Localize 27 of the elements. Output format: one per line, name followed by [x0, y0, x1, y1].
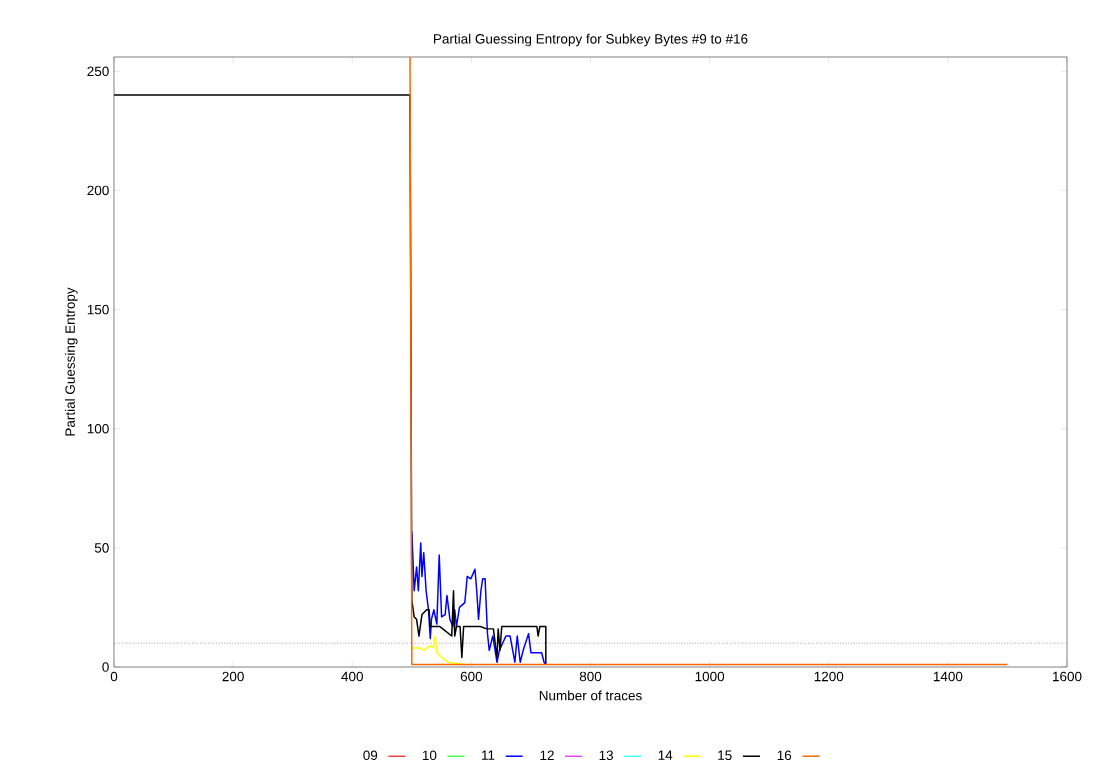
chart-title: Partial Guessing Entropy for Subkey Bytes #9 to #16 — [434, 33, 748, 47]
line-series — [411, 530, 547, 666]
legend-label: 11 — [482, 750, 495, 760]
y-tick-label: 100 — [87, 423, 109, 434]
legend-label: 16 — [777, 750, 792, 761]
x-tick-label: 1200 — [814, 671, 844, 682]
x-tick-label: 0 — [110, 671, 118, 682]
y-tick-label: 150 — [87, 304, 109, 315]
y-tick-label: 200 — [87, 185, 109, 196]
x-tick-label: 1600 — [1053, 671, 1082, 682]
y-tick-label: 0 — [102, 662, 109, 672]
y-tick-label: 250 — [87, 66, 109, 77]
y-axis-title: Partial Guessing Entropy — [65, 287, 78, 436]
legend-label: 09 — [363, 750, 378, 761]
legend-label: 15 — [718, 750, 732, 760]
y-tick-label: 50 — [94, 543, 109, 553]
legend-label: 10 — [422, 750, 437, 761]
x-tick-label: 1000 — [695, 671, 725, 682]
x-axis-title: Number of traces — [539, 690, 642, 701]
legend-label: 14 — [658, 750, 673, 760]
x-tick-label: 200 — [222, 671, 244, 682]
legend-label: 12 — [540, 750, 554, 760]
x-tick-label: 800 — [579, 671, 602, 682]
legend-label: 13 — [599, 750, 614, 761]
x-tick-label: 400 — [341, 671, 363, 682]
x-tick-label: 600 — [460, 671, 483, 682]
x-tick-label: 1400 — [933, 671, 963, 682]
